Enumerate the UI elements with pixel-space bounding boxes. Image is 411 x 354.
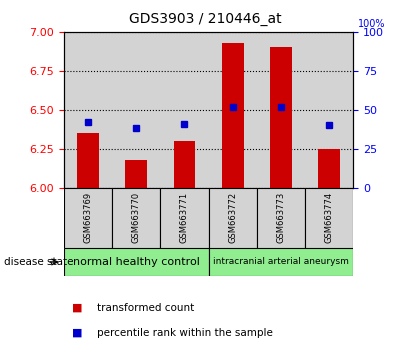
Bar [209,248,353,276]
Bar [125,160,147,188]
Text: disease state: disease state [4,257,74,267]
Bar [160,188,209,248]
Text: normal healthy control: normal healthy control [73,257,200,267]
Bar [112,188,160,248]
Bar [305,188,353,248]
Text: 100%: 100% [358,19,385,29]
Bar [64,188,112,248]
Text: GSM663771: GSM663771 [180,192,189,243]
Text: percentile rank within the sample: percentile rank within the sample [97,328,272,338]
Bar [209,188,257,248]
Text: GSM663769: GSM663769 [83,192,92,243]
Text: ■: ■ [72,303,83,313]
Text: GSM663770: GSM663770 [132,192,141,243]
Text: ■: ■ [72,328,83,338]
Bar [173,141,195,188]
Bar [257,188,305,248]
Text: GSM663773: GSM663773 [277,192,286,243]
Bar [64,248,208,276]
Bar [77,133,99,188]
Text: GDS3903 / 210446_at: GDS3903 / 210446_at [129,12,282,27]
Bar [319,149,340,188]
Text: GSM663772: GSM663772 [228,192,237,243]
Text: intracranial arterial aneurysm: intracranial arterial aneurysm [213,257,349,267]
Text: GSM663774: GSM663774 [325,192,334,243]
Text: transformed count: transformed count [97,303,194,313]
Bar [222,43,244,188]
Bar [270,47,292,188]
